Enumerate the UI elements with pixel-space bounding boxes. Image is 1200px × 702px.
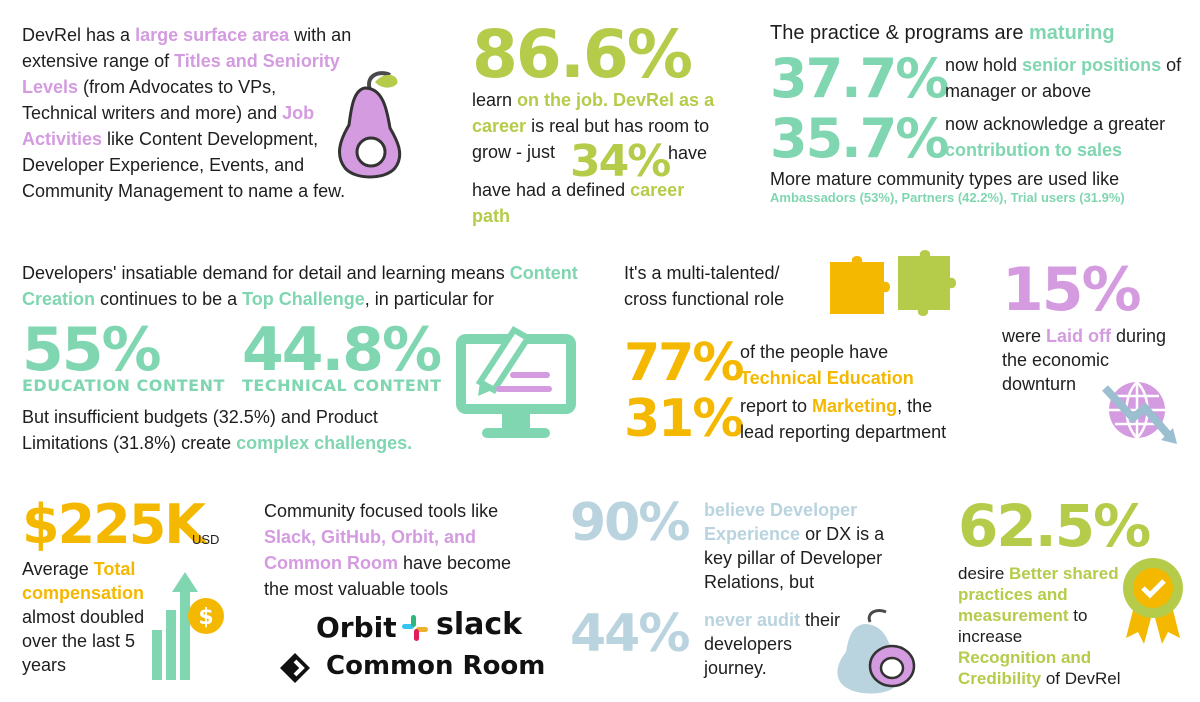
panel-career-text: learn on the job. DevRel as a career is … — [472, 90, 715, 162]
community-types-list: Ambassadors (53%), Partners (42.2%), Tri… — [770, 190, 1125, 205]
better-practices-text: desire Better shared practices and measu… — [958, 564, 1121, 688]
have-text: have — [668, 143, 708, 163]
stat-career-path: 34% — [570, 136, 671, 187]
award-badge-icon — [1123, 558, 1183, 644]
stat-better-practices: 62.5% — [958, 492, 1151, 560]
orbit-logo: Orbit — [316, 611, 397, 644]
stat-education-content: 55% — [22, 315, 162, 385]
maturing-heading: The practice & programs are maturing — [770, 22, 1115, 44]
stat-on-the-job: 86.6% — [472, 16, 693, 93]
common-room-mark-icon — [280, 653, 310, 683]
usd-label: USD — [192, 532, 220, 547]
puzzle-icon — [830, 250, 956, 316]
pear-icon — [837, 608, 916, 694]
globe-down-arrow-icon — [1102, 381, 1177, 444]
never-audit-text: never audit their developers journey. — [704, 610, 841, 678]
laid-off-text: were Laid off during the economic downtu… — [1002, 326, 1167, 394]
svg-text:$: $ — [198, 605, 213, 630]
stat-sales-contribution: 35.7% — [770, 107, 949, 170]
stat-report-marketing: 31% — [624, 389, 744, 449]
stat-laid-off: 15% — [1002, 255, 1142, 325]
slack-mark-icon — [402, 615, 428, 641]
career-path-text: have had a defined career path — [472, 180, 685, 226]
stat-technical-content: 44.8% — [242, 315, 442, 385]
developer-experience-text: believe Developer Experience or DX is a … — [704, 500, 885, 592]
stat-senior-positions: 37.7% — [770, 47, 949, 110]
senior-positions-text: now hold senior positions of manager or … — [945, 55, 1182, 101]
budget-challenges-text: But insufficient budgets (32.5%) and Pro… — [22, 407, 413, 453]
pear-icon — [338, 71, 402, 179]
panel-devrel-surface: DevRel has a large surface area with an … — [22, 25, 352, 201]
stat-compensation: $225K — [22, 493, 206, 556]
panel-content-creation: Developers' insatiable demand for detail… — [22, 263, 578, 309]
community-tools-text: Community focused tools like Slack, GitH… — [264, 501, 512, 599]
sales-contribution-text: now acknowledge a greater contribution t… — [945, 114, 1166, 160]
stat-developer-experience: 90% — [570, 493, 690, 553]
community-types-text: More mature community types are used lik… — [770, 169, 1120, 189]
money-growth-icon: $ — [152, 572, 224, 680]
label-education-content: EDUCATION CONTENT — [22, 376, 225, 395]
label-technical-content: TECHNICAL CONTENT — [242, 376, 442, 395]
multi-talented-heading: It's a multi-talented/ cross functional … — [624, 263, 785, 309]
monitor-pencil-icon — [456, 325, 576, 438]
stat-technical-education: 77% — [624, 333, 744, 393]
compensation-text: Average Total compensation almost double… — [22, 559, 145, 675]
report-marketing-text: report to Marketing, the lead reporting … — [740, 396, 947, 442]
stat-never-audit: 44% — [570, 604, 690, 664]
technical-education-text: of the people have Technical Education — [740, 342, 914, 388]
